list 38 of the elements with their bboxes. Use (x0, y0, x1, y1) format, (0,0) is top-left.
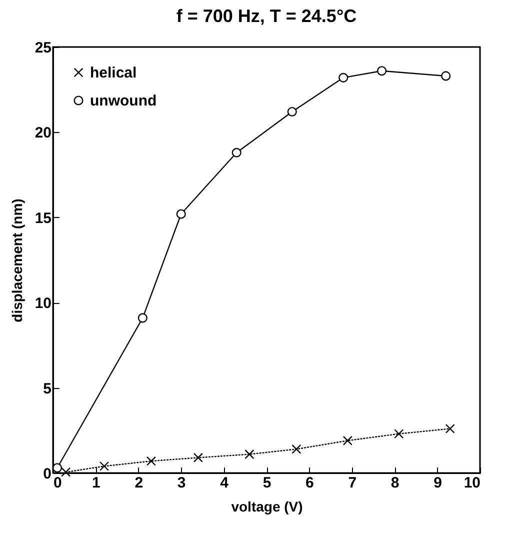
x-tick-label: 3 (177, 474, 186, 492)
x-tick-label: 1 (92, 474, 100, 492)
point (52, 463, 62, 473)
x-tick-label: 8 (390, 474, 400, 492)
point (176, 209, 186, 219)
y-tick-label: 20 (34, 124, 52, 142)
point (244, 449, 254, 460)
point (441, 71, 451, 81)
point (61, 467, 71, 477)
point (377, 66, 387, 76)
x-tick-label: 5 (262, 474, 272, 492)
point (146, 456, 156, 466)
x-tick-label: 2 (134, 474, 144, 492)
chart-title: f = 700 Hz, T = 24.5°C (176, 6, 357, 26)
x-tick-label: 7 (348, 474, 357, 492)
point (138, 313, 148, 323)
x-axis-title: voltage (V) (231, 498, 303, 514)
y-tick-label: 10 (34, 295, 52, 312)
point (232, 148, 242, 158)
point (193, 452, 203, 462)
x-tick-label: 6 (306, 474, 314, 492)
point (292, 444, 302, 454)
y-tick-label: 15 (34, 210, 52, 227)
y-tick-label: 5 (43, 380, 52, 398)
point (394, 429, 404, 439)
point (99, 461, 110, 471)
x-tick-label: 4 (220, 474, 230, 492)
x-tick-label: 0 (54, 474, 62, 492)
point (445, 424, 455, 434)
legend-label: unwound (90, 92, 157, 110)
y-axis-title: displacement (nm) (8, 198, 25, 322)
legend-label: helical (90, 64, 137, 82)
point (342, 436, 352, 446)
point (287, 106, 297, 117)
x-tick-label: 10 (464, 474, 480, 492)
x-tick-label: 9 (434, 474, 442, 492)
y-tick-label: 25 (34, 40, 52, 56)
point (338, 72, 348, 82)
